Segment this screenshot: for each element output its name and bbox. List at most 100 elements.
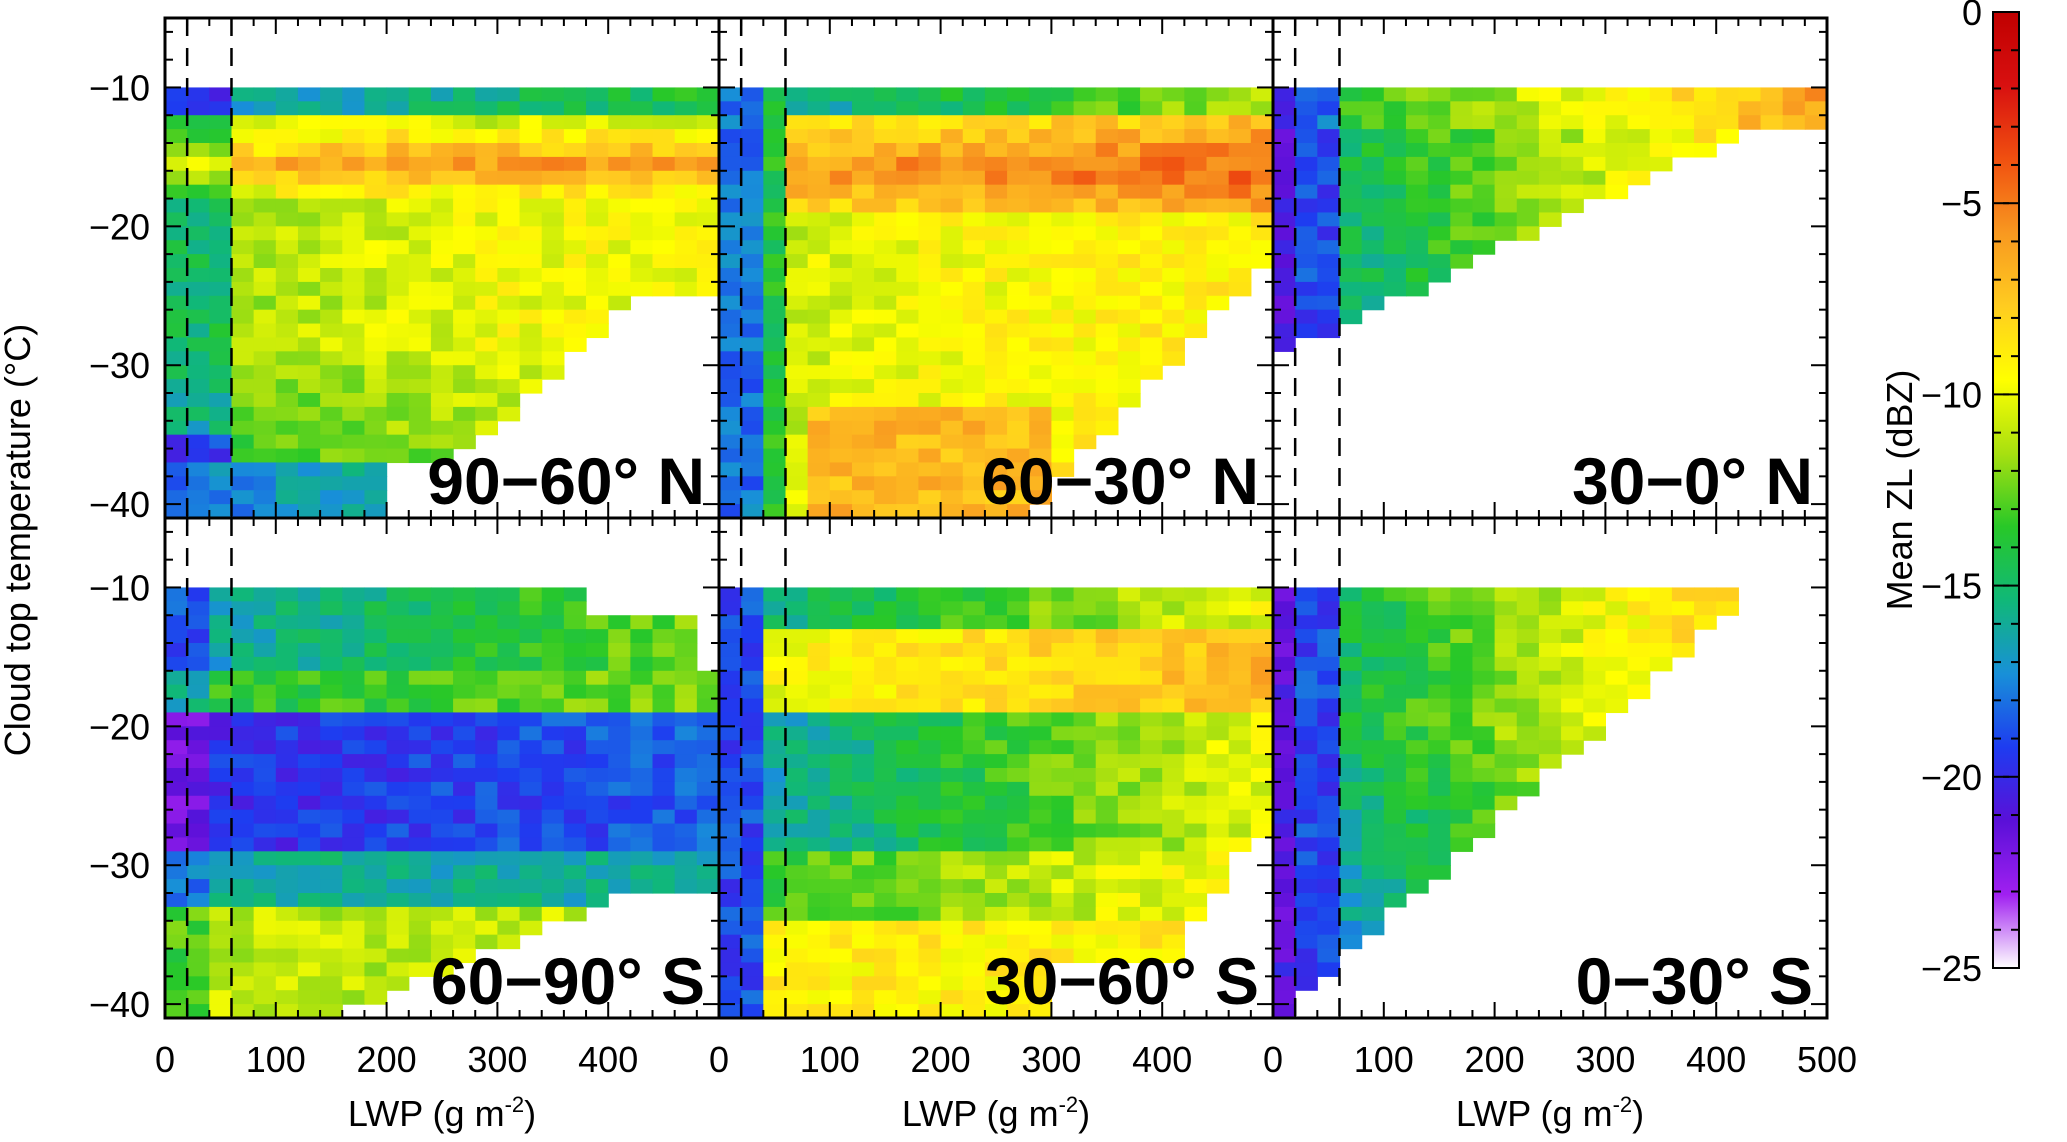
heatmap-cell [1029, 226, 1052, 241]
heatmap-cell [719, 101, 742, 116]
heatmap-cell [586, 170, 609, 186]
heatmap-cell [1317, 170, 1341, 186]
heatmap-cell [297, 726, 321, 741]
heatmap-cell [497, 879, 521, 894]
heatmap-cell [696, 184, 720, 200]
heatmap-cell [829, 601, 853, 616]
heatmap-cell [1273, 156, 1296, 172]
heatmap-cell [453, 893, 476, 908]
heatmap-cell [1184, 226, 1208, 241]
heatmap-cell [1007, 87, 1030, 102]
heatmap-cell [475, 184, 498, 200]
heatmap-cell [586, 768, 609, 783]
heatmap-cell [187, 448, 210, 464]
heatmap-cell [785, 156, 809, 172]
heatmap-cell [1140, 643, 1163, 658]
heatmap-cell [896, 295, 920, 311]
heatmap-cell [1671, 615, 1695, 630]
heatmap-cell [918, 698, 942, 714]
heatmap-cell [408, 906, 432, 922]
heatmap-cell [586, 698, 609, 714]
heatmap-cell [1095, 865, 1119, 880]
heatmap-cell [275, 420, 299, 436]
heatmap-cell [1140, 837, 1163, 852]
heatmap-cell [386, 823, 410, 839]
heatmap-cell [652, 268, 676, 283]
heatmap-cell [386, 309, 410, 325]
heatmap-cell [940, 87, 964, 102]
heatmap-cell [984, 504, 1008, 519]
heatmap-cell [497, 934, 521, 950]
heatmap-cell [408, 226, 432, 241]
heatmap-cell [364, 462, 388, 477]
heatmap-cell [297, 476, 321, 491]
heatmap-cell [763, 323, 787, 339]
heatmap-cell [719, 143, 742, 158]
heatmap-cell [630, 129, 654, 144]
heatmap-cell [984, 309, 1008, 325]
heatmap-cell [187, 962, 210, 977]
heatmap-cell [1273, 254, 1296, 269]
heatmap-cell [408, 879, 432, 894]
heatmap-cell [187, 684, 210, 700]
heatmap-cell [962, 879, 986, 894]
heatmap-cell [741, 434, 764, 450]
heatmap-cell [940, 865, 964, 880]
heatmap-cell [1029, 448, 1052, 464]
heatmap-cell [1561, 198, 1584, 214]
heatmap-cell [874, 434, 897, 450]
heatmap-cell [475, 906, 498, 922]
heatmap-cell [1716, 115, 1739, 130]
heatmap-cell [497, 129, 521, 144]
heatmap-cell [342, 768, 366, 783]
y-tick-label: −40 [89, 984, 150, 1025]
heatmap-cell [1117, 143, 1141, 158]
heatmap-cell [1140, 184, 1163, 200]
heatmap-cell [763, 184, 787, 200]
heatmap-cell [807, 337, 831, 352]
heatmap-cell [1051, 934, 1075, 950]
heatmap-cell [1472, 670, 1496, 686]
heatmap-cell [209, 337, 233, 352]
heatmap-cell [896, 781, 920, 797]
heatmap-cell [430, 809, 454, 825]
heatmap-cell [1295, 170, 1318, 186]
heatmap-cell [1117, 809, 1141, 825]
heatmap-cell [231, 948, 255, 964]
heatmap-cell [209, 976, 233, 991]
heatmap-cell [1450, 198, 1474, 214]
heatmap-cell [1051, 351, 1075, 366]
heatmap-cell [320, 851, 343, 866]
heatmap-cell [275, 379, 299, 394]
heatmap-cell [563, 851, 587, 866]
heatmap-cell [763, 712, 787, 727]
heatmap-cell [1073, 212, 1097, 227]
heatmap-cell [829, 670, 853, 686]
heatmap-cell [829, 629, 853, 644]
heatmap-cell [874, 698, 897, 714]
heatmap-cell [1162, 712, 1185, 727]
heatmap-cell [962, 337, 986, 352]
heatmap-cell [519, 920, 543, 936]
heatmap-cell [320, 837, 343, 852]
heatmap-cell [652, 851, 676, 866]
heatmap-cell [408, 184, 432, 200]
heatmap-cell [1029, 712, 1052, 727]
heatmap-cell [563, 879, 587, 894]
heatmap-cell [918, 643, 942, 658]
heatmap-cell [719, 809, 742, 825]
heatmap-cell [1605, 156, 1629, 172]
heatmap-cell [962, 795, 986, 811]
heatmap-cell [1117, 823, 1141, 839]
heatmap-cell [209, 448, 233, 464]
axes: −10−20−30−40−10−20−30−400 100 200 300 400 0 10… [89, 18, 1857, 1080]
heatmap-cell [1317, 768, 1341, 783]
heatmap-cell [940, 476, 964, 491]
heatmap-cell [984, 712, 1008, 727]
heatmap-cell [408, 768, 432, 783]
heatmap-cell [851, 643, 875, 658]
heatmap-cell [1538, 629, 1562, 644]
heatmap-cell [408, 587, 432, 602]
heatmap-cell [630, 754, 654, 769]
heatmap-cell [763, 379, 787, 394]
